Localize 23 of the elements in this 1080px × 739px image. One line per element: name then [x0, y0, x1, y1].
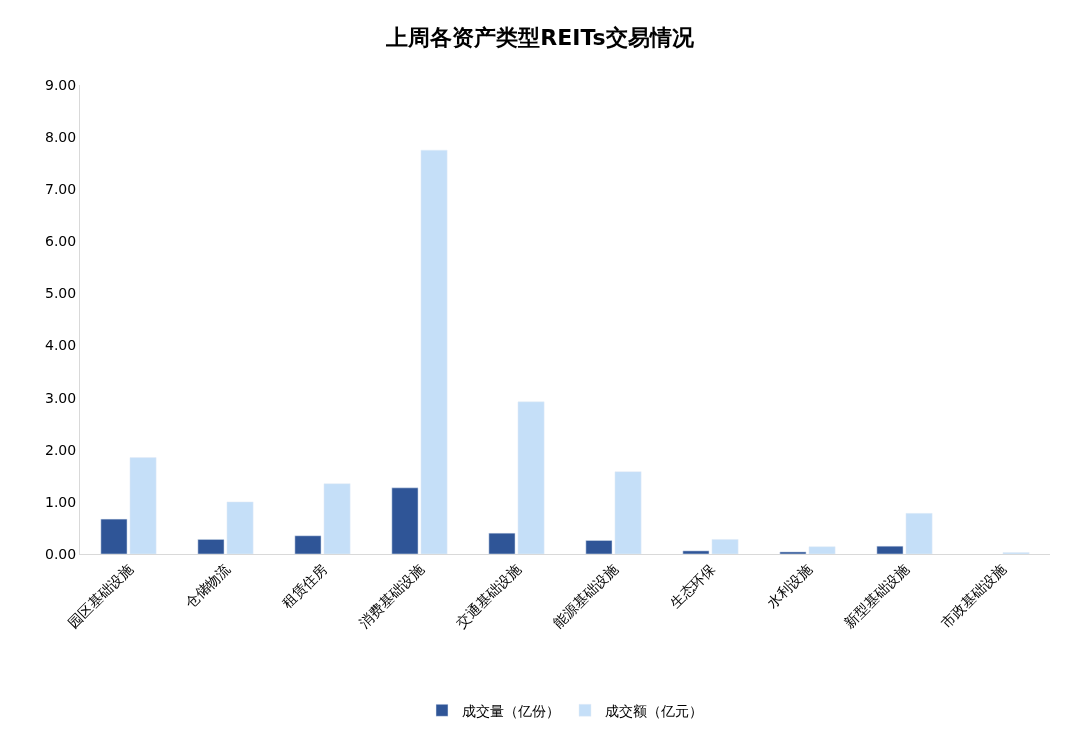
- x-tick-label: 能源基础设施: [549, 560, 621, 632]
- y-tick-label: 1.00: [45, 493, 77, 510]
- y-tick-label: 2.00: [45, 441, 77, 458]
- x-tick-label: 新型基础设施: [840, 560, 912, 632]
- x-tick-label: 水利设施: [763, 560, 815, 612]
- y-tick-label: 7.00: [45, 181, 77, 198]
- y-tick-label: 8.00: [45, 129, 77, 146]
- y-tick-label: 5.00: [45, 285, 77, 302]
- y-tick-label: 3.00: [45, 389, 77, 406]
- y-tick-label: 6.00: [45, 233, 77, 250]
- y-tick-label: 9.00: [45, 76, 77, 93]
- chart-title: 上周各资产类型REITs交易情况: [385, 24, 695, 50]
- x-tick-label: 生态环保: [666, 560, 718, 612]
- legend-label: 成交额（亿元）: [605, 702, 703, 719]
- x-tick-label: 消费基础设施: [355, 560, 427, 632]
- y-tick-label: 0.00: [45, 545, 77, 562]
- legend-label: 成交量（亿份）: [462, 702, 560, 719]
- y-tick-label: 4.00: [45, 337, 77, 354]
- x-tick-label: 仓储物流: [181, 560, 233, 612]
- x-tick-label: 租赁住房: [278, 560, 330, 612]
- x-tick-label: 园区基础设施: [64, 560, 136, 632]
- x-tick-label: 市政基础设施: [937, 560, 1009, 632]
- x-tick-label: 交通基础设施: [452, 560, 524, 632]
